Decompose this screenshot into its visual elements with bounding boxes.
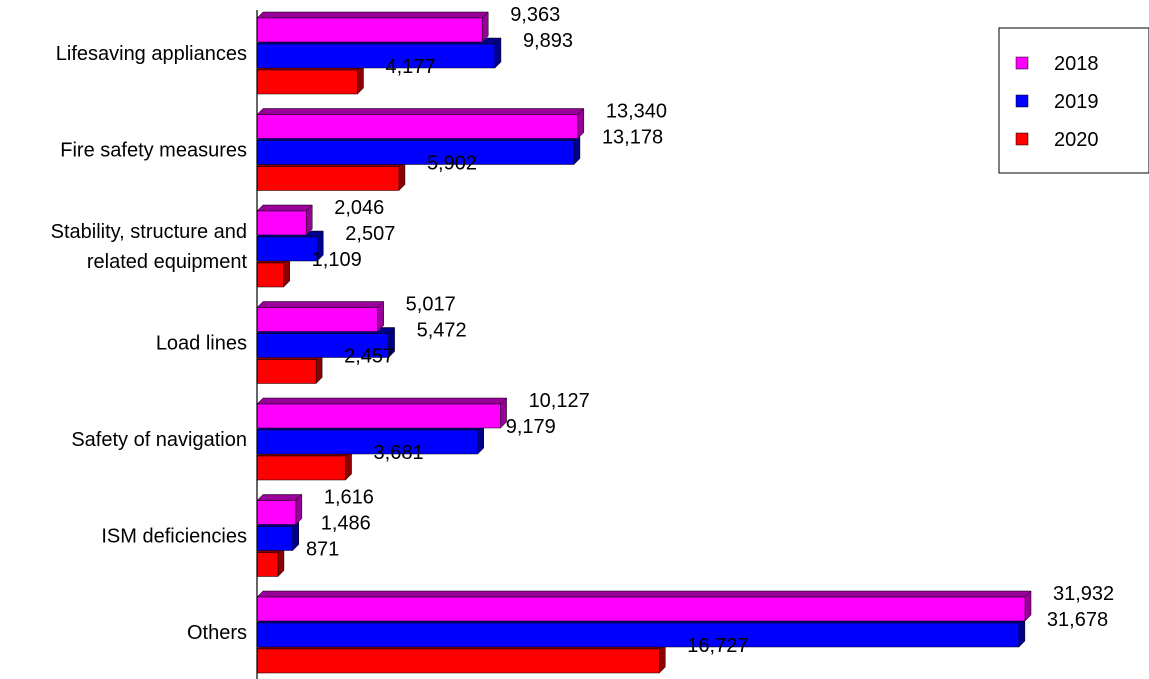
value-label-2018-6: 31,932 (1053, 583, 1114, 605)
value-label-2018-0: 9,363 (510, 4, 560, 26)
legend-label-2018: 2018 (1054, 53, 1099, 75)
bar-2018-2 (256, 204, 313, 236)
bar-2019-1 (256, 133, 581, 166)
category-label-0: Lifesaving appliances (56, 43, 247, 65)
category-label-5: ISM deficiencies (101, 526, 247, 548)
bar-2019-0 (256, 37, 502, 69)
value-label-2020-4: 3,681 (374, 442, 424, 464)
value-label-2020-2: 1,109 (312, 249, 362, 271)
category-labels: Lifesaving appliances Fire safety measure… (51, 43, 248, 644)
bar-2018-6 (256, 590, 1032, 622)
bar-2019-5 (256, 519, 300, 552)
value-label-2020-3: 2,457 (344, 346, 394, 368)
bar-2020-1 (256, 159, 406, 192)
value-label-2018-5: 1,616 (324, 487, 374, 509)
category-label-6: Others (187, 622, 247, 644)
category-label-2: Stability, structure and related equipmen… (51, 221, 248, 273)
category-label-3: Load lines (156, 333, 247, 355)
value-labels: 4,177 9,893 9,363 5,902 13,178 13,340 1,109 2,5… (306, 4, 1114, 657)
value-label-2019-1: 13,178 (602, 127, 663, 149)
bar-2019-4 (256, 423, 485, 455)
legend-label-2020: 2020 (1054, 129, 1099, 151)
bar-2020-5 (256, 545, 285, 578)
bar-2018-3 (256, 300, 385, 333)
value-label-2019-0: 9,893 (523, 30, 573, 52)
value-label-2020-5: 871 (306, 539, 339, 561)
bar-2018-4 (256, 397, 508, 429)
value-label-2019-4: 9,179 (506, 416, 556, 438)
value-label-2019-5: 1,486 (321, 513, 371, 535)
bars-group (256, 11, 1032, 674)
bar-2018-1 (256, 107, 585, 140)
bar-2019-6 (256, 616, 1026, 648)
bar-2020-4 (256, 449, 353, 481)
category-label-4: Safety of navigation (71, 429, 247, 451)
category-label-1: Fire safety measures (60, 140, 247, 162)
bar-2020-2 (256, 256, 291, 288)
bar-2020-3 (256, 352, 323, 385)
value-label-2019-3: 5,472 (417, 320, 467, 342)
legend: 2018 2019 2020 (998, 27, 1149, 174)
legend-swatch-2019 (1015, 94, 1029, 108)
value-label-2020-0: 4,177 (385, 56, 435, 78)
bar-2020-0 (256, 63, 365, 95)
value-label-2019-2: 2,507 (345, 223, 395, 245)
value-label-2020-1: 5,902 (427, 153, 477, 175)
bar-2018-0 (256, 11, 489, 43)
value-label-2018-2: 2,046 (334, 197, 384, 219)
legend-label-2019: 2019 (1054, 91, 1099, 113)
legend-swatch-2020 (1015, 132, 1029, 146)
value-label-2020-6: 16,727 (687, 635, 748, 657)
bar-2020-6 (256, 642, 666, 674)
legend-swatch-2018 (1015, 56, 1029, 70)
bar-2018-5 (256, 493, 303, 526)
value-label-2019-6: 31,678 (1047, 609, 1108, 631)
value-label-2018-4: 10,127 (529, 390, 590, 412)
value-label-2018-1: 13,340 (606, 101, 667, 123)
value-label-2018-3: 5,017 (406, 294, 456, 316)
